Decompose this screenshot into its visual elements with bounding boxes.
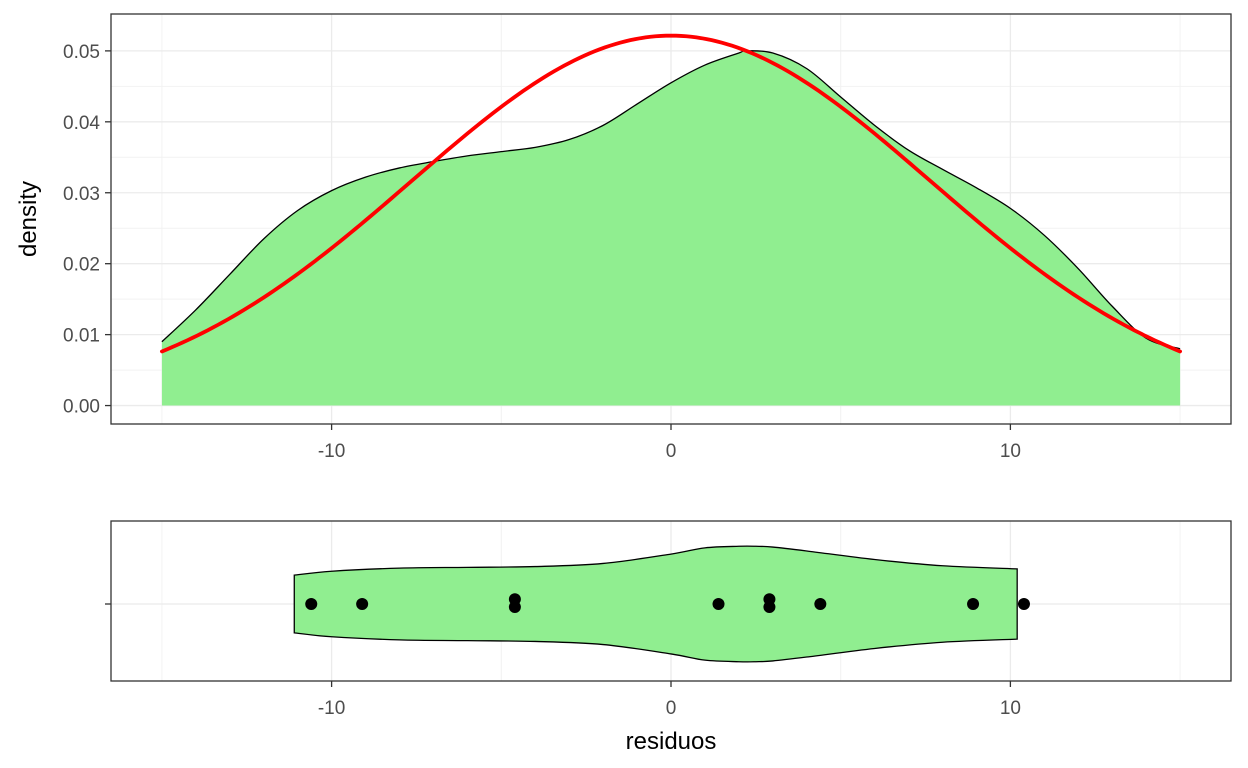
residual-point	[305, 598, 318, 610]
residual-point	[508, 601, 521, 613]
violin-panel: -10 0 10 residuos	[105, 520, 1232, 755]
y-tick-label: 0.04	[63, 113, 100, 134]
violin-axes: -10 0 10	[105, 603, 1021, 719]
x-tick-label: 10	[1000, 441, 1021, 462]
x-tick-label: 0	[666, 698, 677, 719]
x-axis-title: residuos	[626, 728, 717, 755]
normal-curve	[160, 33, 1182, 354]
y-axis-title: density	[15, 181, 42, 257]
x-tick-label: -10	[318, 441, 345, 462]
residual-point	[967, 598, 980, 610]
residual-point	[763, 601, 776, 613]
residual-point	[814, 598, 827, 610]
y-tick-label: 0.05	[63, 42, 100, 63]
density-marks	[160, 33, 1182, 406]
residual-point	[356, 598, 369, 610]
density-area	[161, 50, 1181, 406]
violin-shape	[293, 545, 1018, 663]
y-tick-label: 0.03	[63, 184, 100, 205]
violin-marks	[293, 545, 1030, 663]
x-tick-label: 0	[666, 441, 677, 462]
density-outline	[161, 50, 1181, 350]
x-tick-label: 10	[1000, 698, 1021, 719]
x-tick-label: -10	[318, 698, 345, 719]
y-tick-label: 0.00	[63, 397, 100, 418]
density-axes: -10 0 10 0.00 0.01 0.02 0.03 0.04 0.05	[63, 42, 1021, 462]
y-tick-label: 0.01	[63, 326, 100, 347]
residual-point	[712, 598, 725, 610]
residual-point	[1017, 598, 1030, 610]
y-tick-label: 0.02	[63, 255, 100, 276]
density-panel: -10 0 10 0.00 0.01 0.02 0.03 0.04 0.05 density	[15, 13, 1232, 462]
